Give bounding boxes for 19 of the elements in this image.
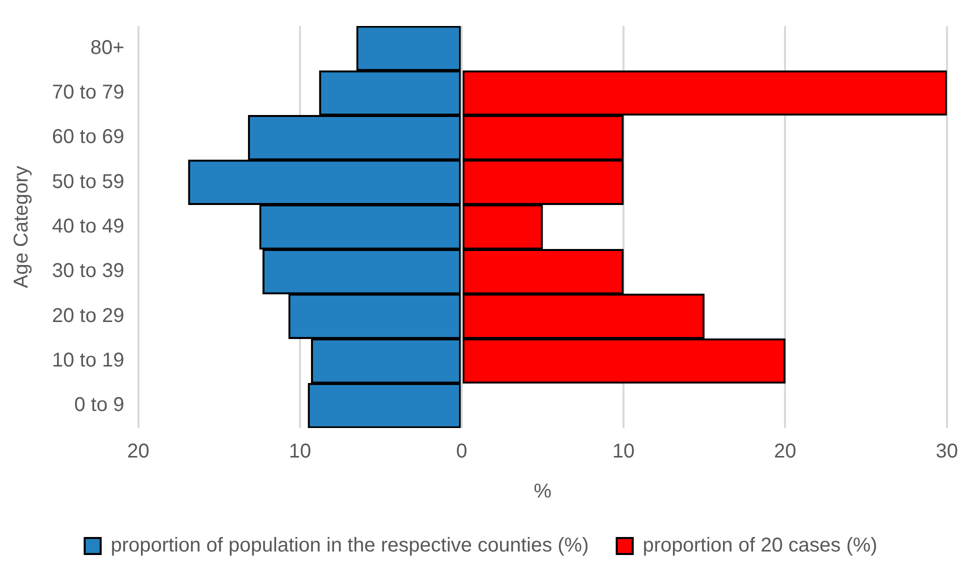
x-tick-label: 20 <box>127 440 150 463</box>
y-tick-label: 10 to 19 <box>52 350 124 372</box>
x-tick-label: 20 <box>774 440 796 463</box>
y-tick-label: 20 to 29 <box>52 304 124 327</box>
x-axis-title: % <box>534 480 552 503</box>
y-axis-title: Age Category <box>10 166 33 288</box>
y-tick-label: 50 to 59 <box>52 170 124 193</box>
legend-label: proportion of population in the respective counties (%) <box>110 534 589 557</box>
y-tick-label: 70 to 79 <box>52 82 124 104</box>
y-tick-label: 0 to 9 <box>74 394 124 416</box>
x-tick-label: 10 <box>612 440 635 463</box>
y-tick-label: 60 to 69 <box>52 126 124 148</box>
x-tick-label: 30 <box>936 440 958 463</box>
x-tick-label: 10 <box>288 440 312 463</box>
y-tick-label: 30 to 39 <box>52 260 124 282</box>
x-tick-label: 0 <box>456 440 468 463</box>
y-tick-label: 80+ <box>90 36 124 59</box>
y-tick-label: 40 to 49 <box>52 216 124 238</box>
legend-label: proportion of 20 cases (%) <box>642 534 878 557</box>
